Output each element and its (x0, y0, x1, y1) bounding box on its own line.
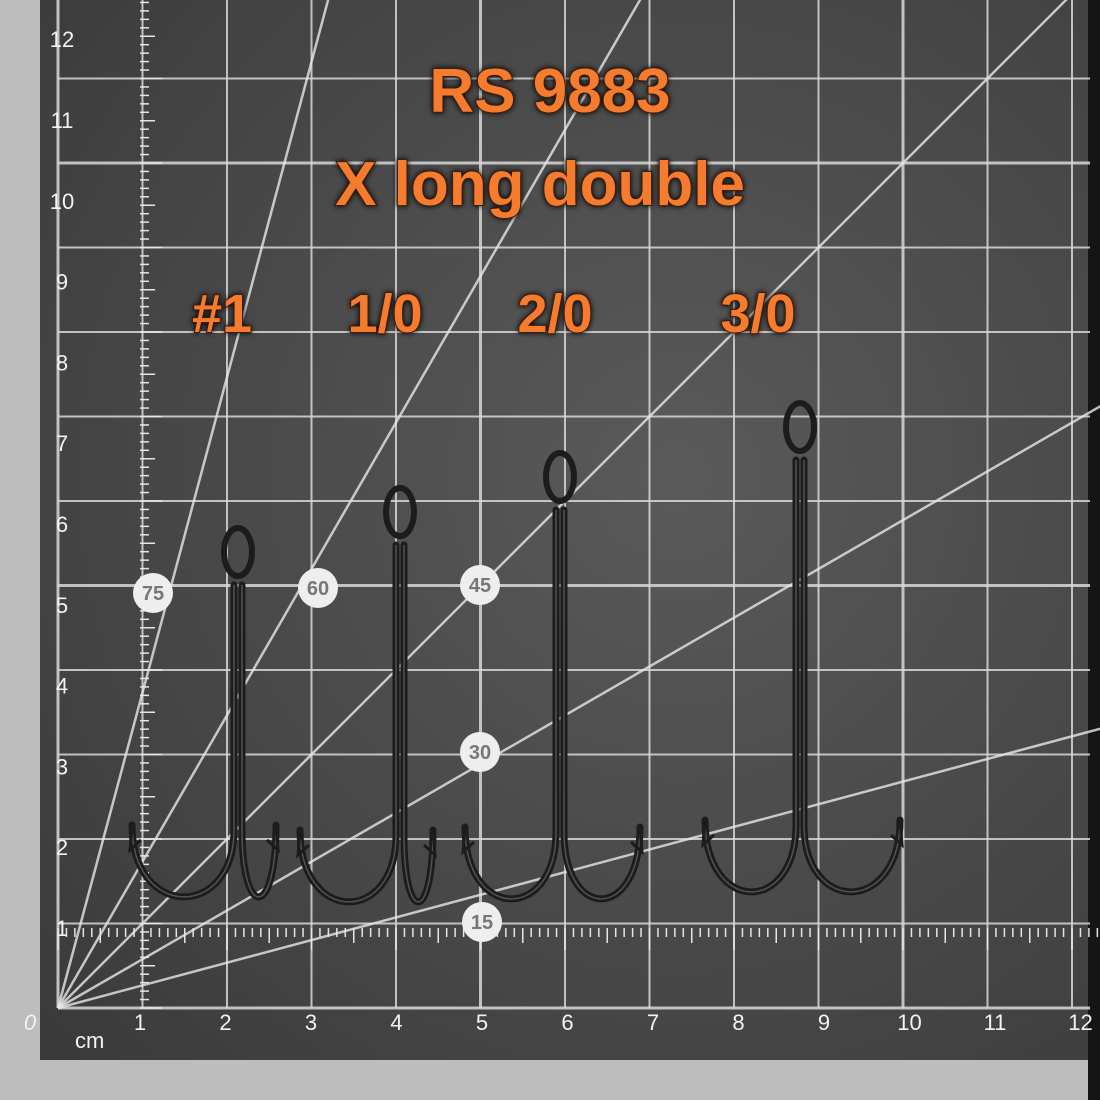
hook-barb (128, 824, 143, 854)
ruler-bottom-label: 7 (647, 1010, 659, 1035)
ruler-bottom-label: 12 (1068, 1010, 1092, 1035)
ruler-left-label: 2 (56, 835, 68, 860)
angle-ray (57, 0, 1068, 1009)
angle-label: 15 (471, 912, 493, 934)
ruler-bottom-label: 11 (984, 1010, 1007, 1035)
hook-size: #1 (192, 284, 252, 344)
hook-barb (889, 819, 904, 849)
ruler-left-label: 3 (56, 754, 68, 779)
ruler-bottom-label: 5 (476, 1010, 488, 1035)
angle-ray (56, 0, 642, 1009)
hook-highlight (704, 460, 901, 893)
table (1088, 0, 1100, 1100)
hook-barb (296, 829, 311, 859)
hook-eye (543, 450, 577, 504)
hook-highlight (299, 545, 434, 903)
angle-ray (57, 404, 1100, 1010)
ruler-left-label: 5 (56, 593, 68, 618)
angle-badge (462, 902, 502, 942)
hook (461, 450, 644, 903)
ruler-bottom-label: 10 (897, 1010, 921, 1035)
ruler-left-label: 9 (56, 270, 68, 295)
angle-label: 30 (469, 742, 491, 764)
hook-eye (221, 525, 255, 579)
angle-label: 45 (469, 575, 491, 597)
angle-badge (460, 732, 500, 772)
ruler-bottom-label: 3 (305, 1010, 317, 1035)
angle-label: 75 (142, 583, 164, 605)
hook (296, 485, 437, 906)
ruler-left-label: 4 (56, 674, 68, 699)
ruler-bottom-label: 0 (24, 1010, 37, 1035)
hook-barb (461, 826, 476, 856)
angle-badge (460, 565, 500, 605)
ruler-bottom-label: 1 (134, 1010, 146, 1035)
hook-barb (701, 819, 716, 849)
hooks (128, 400, 904, 906)
hook-size: 1/0 (347, 284, 422, 344)
ruler-left-label: 10 (50, 189, 74, 214)
hook-barb (629, 826, 644, 856)
hook (701, 400, 904, 896)
ruler-left-label: 8 (56, 350, 68, 375)
ruler-bottom-label: 6 (561, 1010, 573, 1035)
angle-label: 60 (307, 578, 329, 600)
ruler-bottom-label: 9 (818, 1010, 830, 1035)
ruler-left-label: 1 (56, 916, 68, 941)
hook-highlight (131, 585, 277, 898)
hook-highlight (464, 510, 641, 900)
ruler-bottom-label: 8 (732, 1010, 744, 1035)
hook (128, 525, 280, 901)
angle-badge (298, 568, 338, 608)
ruler-bottom-label: 4 (390, 1010, 402, 1035)
hook-barb (265, 824, 280, 854)
hook-size: 2/0 (517, 284, 592, 344)
hook-eye (383, 485, 417, 539)
hook-size: 3/0 (720, 284, 795, 344)
hook-eye (783, 400, 817, 454)
angle-badge (133, 573, 173, 613)
ruler-left-label: 11 (51, 108, 74, 133)
title: RS 9883 (429, 57, 670, 126)
ruler-left-label: 7 (56, 431, 68, 456)
ruler-left-label: 12 (50, 27, 74, 52)
ruler-unit: cm (75, 1028, 104, 1053)
angle-ray (57, 727, 1100, 1010)
ruler-bottom-label: 2 (219, 1010, 231, 1035)
angle-ray (56, 0, 330, 1009)
ruler-left-label: 6 (56, 512, 68, 537)
subtitle: X long double (335, 150, 745, 219)
grid (56, 0, 1100, 1010)
hook-barb (422, 829, 437, 859)
